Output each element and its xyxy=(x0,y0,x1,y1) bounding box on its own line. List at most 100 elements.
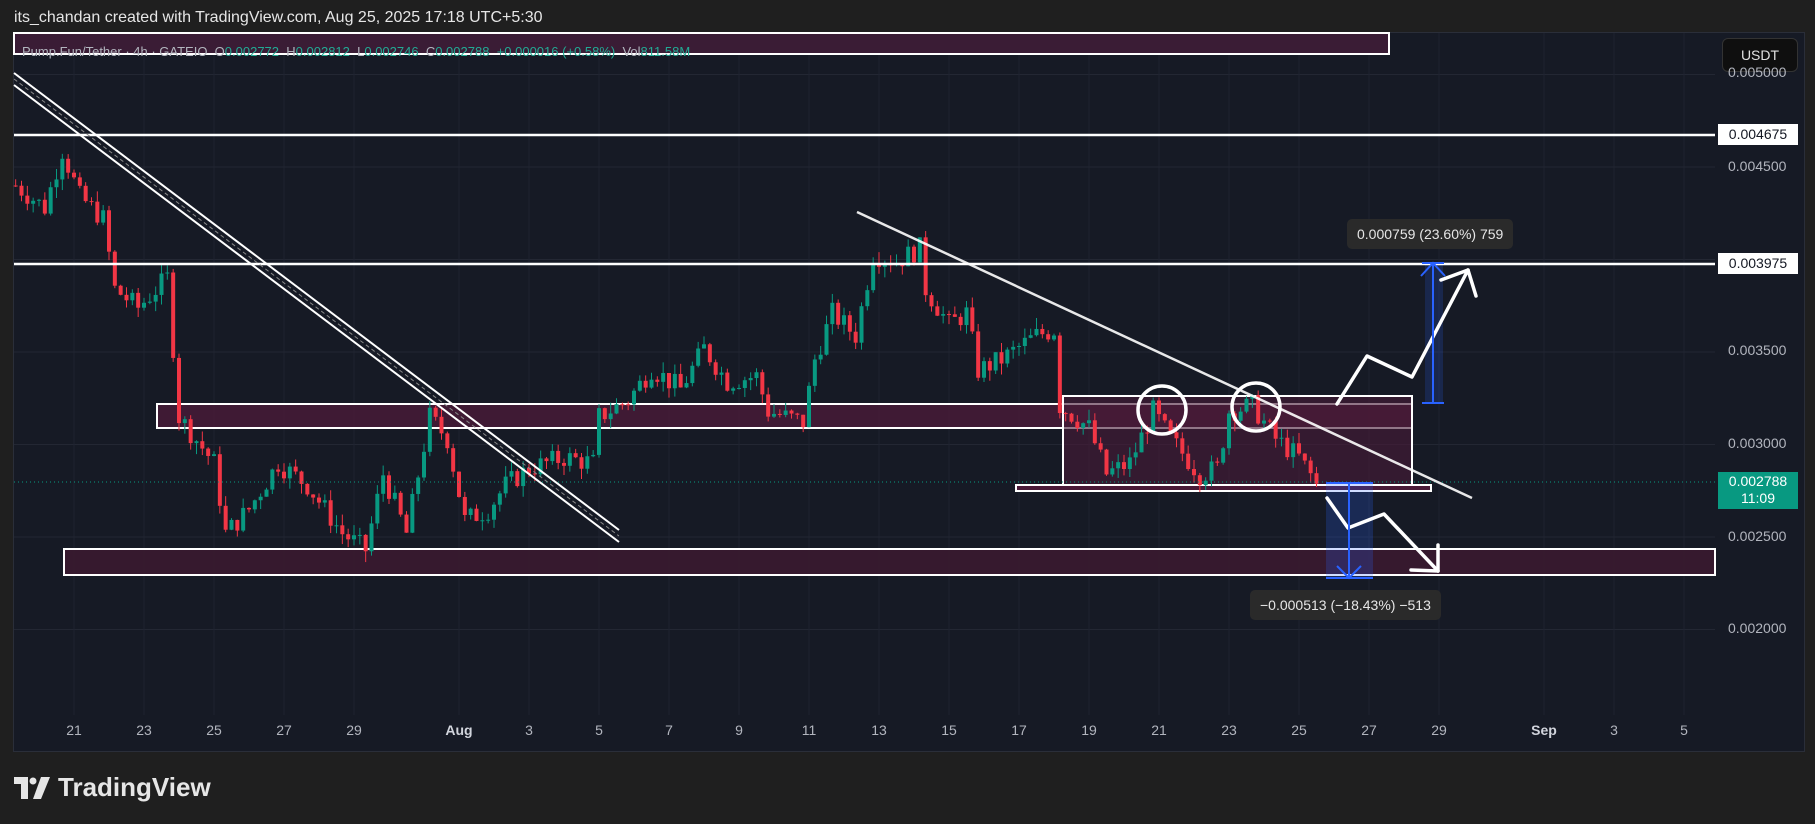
candle-body xyxy=(655,379,660,382)
candle-body xyxy=(760,372,765,395)
change-value: +0.000016 (+0.58%) xyxy=(496,44,616,59)
grid xyxy=(14,33,1715,715)
candle-body xyxy=(1145,432,1150,434)
candle-body xyxy=(824,324,829,355)
candle-body xyxy=(1186,453,1191,470)
candle-body xyxy=(1127,457,1132,469)
candle-body xyxy=(1098,443,1103,450)
candle-body xyxy=(282,471,286,479)
candle-body xyxy=(287,466,292,479)
candle-body xyxy=(696,348,701,366)
candle-body xyxy=(276,469,281,472)
level-label: 0.004675 xyxy=(1718,124,1798,145)
candle-body xyxy=(1262,420,1266,424)
candle-body xyxy=(107,210,111,252)
candle-body xyxy=(567,453,572,466)
date-tick: 19 xyxy=(1081,722,1097,738)
candle-body xyxy=(112,251,117,286)
candle-body xyxy=(847,315,852,332)
consolidation-zone xyxy=(1062,395,1413,492)
candle-body xyxy=(952,314,957,317)
currency-button[interactable]: USDT xyxy=(1722,38,1798,72)
candle-body xyxy=(1022,337,1027,347)
candle-body xyxy=(188,419,193,444)
candle-body xyxy=(1192,469,1196,476)
volume-value: 811.58M xyxy=(640,44,691,59)
candle-body xyxy=(42,199,47,214)
high-value: 0.002812 xyxy=(295,44,350,59)
candle-body xyxy=(906,246,911,267)
tradingview-logo[interactable]: TradingView xyxy=(14,772,211,803)
level-label: 0.003975 xyxy=(1718,253,1798,274)
candle-body xyxy=(643,380,648,388)
price-tick: 0.003500 xyxy=(1728,342,1787,358)
candle-body xyxy=(748,378,753,381)
candle-body xyxy=(381,475,386,494)
candle-body xyxy=(1028,335,1033,338)
date-tick: 5 xyxy=(595,722,603,738)
candle-body xyxy=(1122,462,1126,469)
chart-pane[interactable] xyxy=(13,32,1805,752)
candle-body xyxy=(136,292,141,308)
candle-body xyxy=(427,407,432,452)
tradingview-logo-icon xyxy=(14,776,50,799)
candle-body xyxy=(1151,400,1156,434)
candle-body xyxy=(859,306,864,343)
date-tick: 27 xyxy=(1361,722,1377,738)
candle-body xyxy=(247,507,251,510)
candle-body xyxy=(713,362,718,375)
price-tick: 0.002500 xyxy=(1728,528,1787,544)
descending-channel xyxy=(13,72,620,543)
candle-body xyxy=(503,476,508,494)
candle-body xyxy=(130,292,135,301)
candle-body xyxy=(812,359,817,386)
candle-body xyxy=(842,315,846,325)
candle-body xyxy=(993,352,998,371)
candle-body xyxy=(497,493,502,505)
candle-body xyxy=(550,450,555,462)
candle-body xyxy=(118,285,123,295)
candle-body xyxy=(1104,449,1109,475)
candle-body xyxy=(1110,468,1115,475)
candle-body xyxy=(457,471,461,497)
candle-body xyxy=(591,454,596,457)
candle-body xyxy=(667,373,671,389)
candle-body xyxy=(334,525,339,527)
candle-body xyxy=(194,441,199,444)
current-price: 0.002788 xyxy=(1728,473,1788,489)
candle-body xyxy=(72,172,76,178)
candle-body xyxy=(672,373,677,389)
candle-body xyxy=(958,316,963,326)
candle-body xyxy=(223,505,228,530)
candle-body xyxy=(853,331,858,343)
candle-body xyxy=(1273,421,1278,439)
current-price-badge: 0.002788 11:09 xyxy=(1718,472,1798,509)
candle-body xyxy=(941,314,946,316)
candle-body xyxy=(445,433,450,449)
candle-body xyxy=(340,525,345,535)
candle-body xyxy=(182,419,187,424)
candle-body xyxy=(702,344,706,349)
candle-body xyxy=(25,195,30,204)
candle-body xyxy=(352,535,356,540)
candle-body xyxy=(480,520,485,522)
candle-body xyxy=(538,458,543,475)
candle-body xyxy=(369,523,374,552)
candle-body xyxy=(468,508,473,515)
date-tick: 21 xyxy=(1151,722,1167,738)
candle-body xyxy=(585,456,590,469)
candle-body xyxy=(206,448,211,456)
candle-body xyxy=(328,500,333,526)
candle-body xyxy=(964,307,969,326)
candle-body xyxy=(375,493,380,524)
header-zone xyxy=(13,32,1390,55)
candle-body xyxy=(264,489,269,497)
date-tick: 29 xyxy=(346,722,362,738)
candle-body xyxy=(935,306,940,316)
candle-body xyxy=(690,365,695,384)
candle-body xyxy=(1174,432,1179,439)
date-tick: 5 xyxy=(1680,722,1688,738)
candle-body xyxy=(509,471,514,477)
candle-body xyxy=(795,413,800,415)
